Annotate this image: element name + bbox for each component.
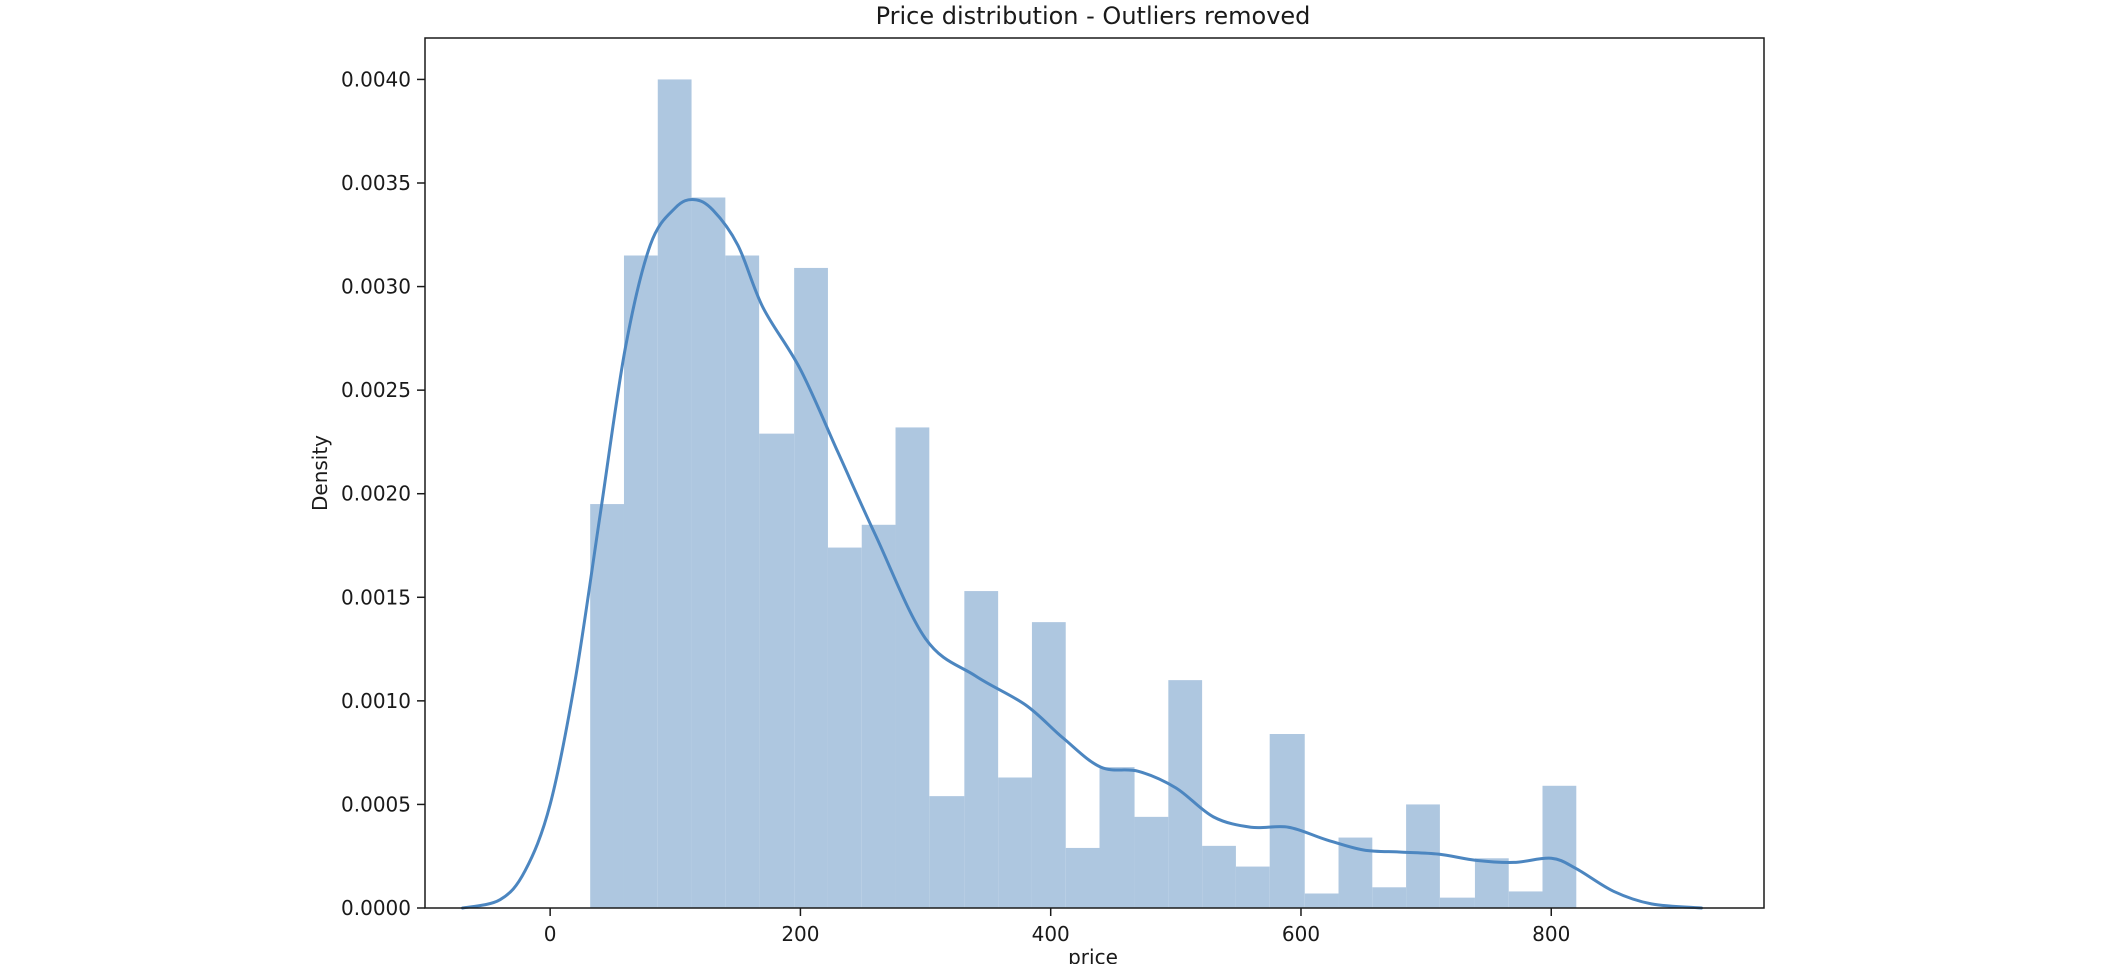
y-axis-label: Density (308, 435, 332, 511)
chart-title: Price distribution - Outliers removed (876, 2, 1311, 30)
histogram-bar-13 (1031, 622, 1066, 908)
y-tick-label-0: 0.0000 (341, 896, 411, 920)
histogram-bar-14 (1065, 847, 1100, 908)
histogram-bar-11 (964, 591, 999, 908)
histogram-bar-19 (1235, 866, 1270, 908)
histogram-bar-28 (1542, 785, 1577, 908)
x-axis: 0 200 400 600 800 (544, 908, 1570, 946)
histogram-bar-21 (1304, 893, 1339, 908)
histogram-bar-5 (759, 433, 795, 908)
histogram-bar-2 (657, 79, 692, 909)
x-tick-label-4: 800 (1532, 922, 1570, 946)
plot-frame (424, 37, 1765, 909)
histogram-bar-18 (1202, 845, 1236, 908)
x-tick-label-1: 200 (781, 922, 819, 946)
y-tick-label-2: 0.0010 (341, 689, 411, 713)
y-axis: 0.0000 0.0005 0.0010 0.0015 0.0020 0.0025 0.00… (341, 67, 425, 920)
histogram-bar-15 (1099, 767, 1135, 908)
histogram-bar-27 (1508, 891, 1543, 908)
histogram-bar-20 (1269, 734, 1305, 908)
y-tick-label-7: 0.0035 (341, 171, 411, 195)
histogram-bar-6 (794, 267, 828, 908)
histogram-bar-16 (1134, 816, 1169, 908)
histogram-bar-8 (861, 524, 896, 908)
histogram-bars (590, 79, 1577, 909)
x-tick-label-0: 0 (544, 922, 557, 946)
x-axis-label: price (1068, 945, 1118, 964)
x-tick-label-3: 600 (1282, 922, 1320, 946)
kde-curve (461, 198, 1703, 910)
y-tick-label-6: 0.0030 (341, 275, 411, 299)
histogram-bar-25 (1439, 897, 1475, 908)
histogram-bar-26 (1474, 858, 1509, 908)
histogram-bar-23 (1372, 887, 1407, 908)
y-tick-label-1: 0.0005 (341, 792, 411, 816)
histogram-bar-3 (691, 197, 726, 908)
histogram-bar-4 (725, 255, 760, 908)
histogram-bar-1 (623, 255, 658, 908)
histogram-bar-9 (895, 427, 930, 908)
y-tick-label-4: 0.0020 (341, 482, 411, 506)
histogram-bar-0 (590, 504, 624, 908)
x-tick-label-2: 400 (1032, 922, 1070, 946)
histogram-bar-7 (827, 547, 862, 908)
y-tick-label-3: 0.0015 (341, 585, 411, 609)
histogram-bar-10 (929, 796, 965, 908)
plot-area (424, 37, 1765, 910)
histogram-bar-24 (1406, 804, 1440, 908)
histogram-bar-12 (998, 777, 1032, 908)
y-tick-label-8: 0.0040 (341, 67, 411, 91)
y-tick-label-5: 0.0025 (341, 378, 411, 402)
